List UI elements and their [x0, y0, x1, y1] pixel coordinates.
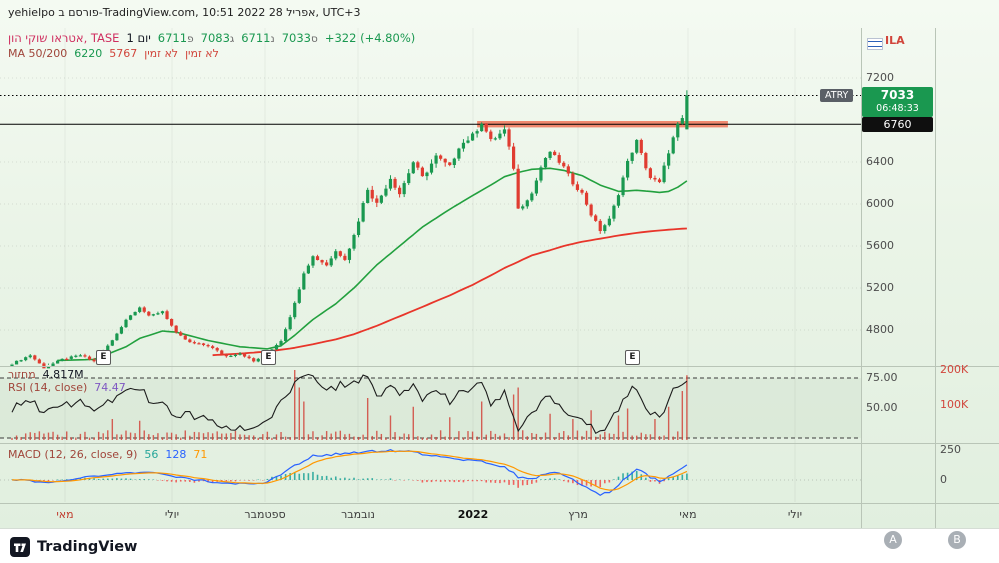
symbol-name: אטראו שוקי הון, TASE	[8, 31, 120, 45]
volume-legend-label: מחזור	[8, 368, 36, 381]
macd-signal-value: 71	[193, 448, 208, 461]
b-scale-button[interactable]: B	[948, 531, 966, 549]
ma-na-1: לא זמין	[144, 47, 179, 60]
ma50-value: 6220	[74, 47, 103, 60]
change-value: +322 (+4.80%)	[324, 31, 416, 45]
ohlc-high: ג7083	[200, 31, 235, 45]
time-axis-label: מרץ	[568, 508, 588, 521]
macd-legend[interactable]: MACD (12, 26, close, 9) 56 128 71	[8, 448, 207, 461]
ma200-value: 5767	[109, 47, 138, 60]
time-axis-label: יולי	[164, 508, 180, 521]
macd-tick: 0	[940, 473, 947, 486]
earnings-marker[interactable]: E	[96, 350, 111, 365]
price-tick: 4800	[866, 323, 894, 336]
time-axis-label: מאי	[679, 508, 697, 521]
price-tick: 6400	[866, 155, 894, 168]
rsi-tick: 50.00	[866, 401, 898, 414]
ohlc-low: נ6711	[241, 31, 275, 45]
ma-na-2: לא זמין	[185, 47, 219, 60]
interval-label: 1 יום	[126, 31, 151, 45]
rsi-tick: 75.00	[866, 371, 898, 384]
auto-scale-button[interactable]: A	[884, 531, 902, 549]
last-price-value: 7033	[880, 88, 915, 102]
ohlc-close: ס7033	[281, 31, 318, 45]
time-axis-label: ספטמבר	[244, 508, 286, 521]
last-price-badge[interactable]: 7033 06:48:33	[862, 87, 933, 117]
volume-legend[interactable]: מחזור 4.817M	[8, 368, 84, 381]
ma-legend[interactable]: MA 50/200 6220 5767 לא זמין לא זמין	[8, 47, 219, 60]
ma-legend-title: MA 50/200	[8, 47, 68, 60]
price-tick: 5600	[866, 239, 894, 252]
time-axis-label: מאי	[56, 508, 74, 521]
earnings-marker[interactable]: E	[261, 350, 276, 365]
symbol-price-label[interactable]: ATRY	[820, 89, 854, 102]
ila-label: ILA	[885, 34, 905, 47]
macd-line-value: 128	[165, 448, 187, 461]
volume-legend-value: 4.817M	[42, 368, 84, 381]
earnings-marker[interactable]: E	[625, 350, 640, 365]
time-axis-label: 2022	[457, 508, 489, 521]
macd-tick: 250	[940, 443, 961, 456]
rsi-legend[interactable]: RSI (14, close) 74.47	[8, 381, 126, 394]
price-tick: 5200	[866, 281, 894, 294]
israel-flag-icon	[867, 38, 883, 50]
tradingview-logo-text: TradingView	[37, 539, 138, 555]
tradingview-logo-icon	[10, 537, 30, 557]
ohlc-open: פ6711	[157, 31, 194, 45]
bar-countdown: 06:48:33	[876, 103, 919, 114]
horizontal-line-price-badge[interactable]: 6760	[862, 117, 933, 132]
rsi-value: 74.47	[94, 381, 126, 394]
tradingview-logo[interactable]: TradingView	[10, 537, 137, 557]
footer-strip	[0, 528, 999, 563]
volume-tick: 100K	[940, 398, 969, 411]
attribution-text[interactable]: yehielpo פורסם ב-TradingView.com, 10:51 …	[8, 6, 361, 19]
macd-legend-title: MACD (12, 26, close, 9)	[8, 448, 138, 461]
time-axis-label: נובמבר	[341, 508, 375, 521]
symbol-legend[interactable]: אטראו שוקי הון, TASE 1 יום פ6711 ג7083 נ…	[8, 31, 415, 45]
macd-hist-value: 56	[144, 448, 159, 461]
price-tick: 6000	[866, 197, 894, 210]
price-tick: 7200	[866, 71, 894, 84]
time-axis-label: יולי	[787, 508, 803, 521]
volume-tick: 200K	[940, 363, 969, 376]
rsi-legend-title: RSI (14, close)	[8, 381, 88, 394]
